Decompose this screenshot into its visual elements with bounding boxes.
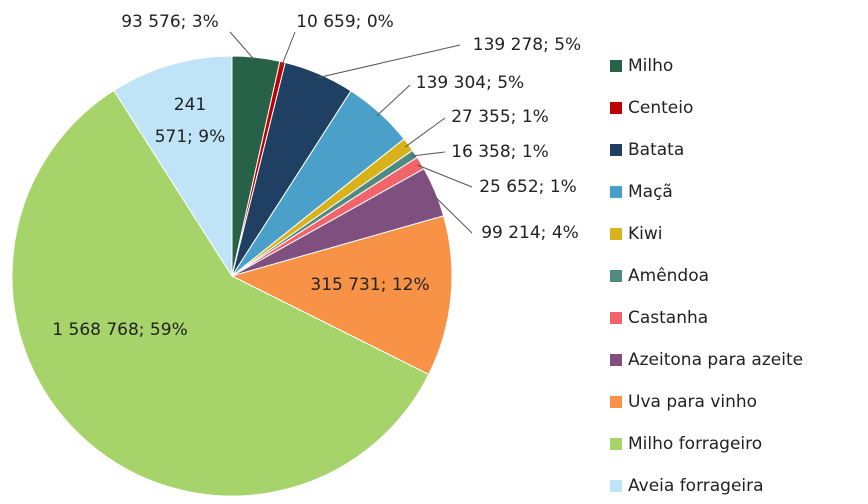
pie-slice <box>113 55 233 278</box>
leader-line <box>281 31 296 66</box>
pie-slice <box>230 215 453 376</box>
data-label: 241 571; 9% <box>155 95 226 147</box>
legend-swatch <box>610 60 622 72</box>
legend-label: Amêndoa <box>628 266 709 286</box>
data-label: 99 214; 4% <box>481 223 579 243</box>
data-label: 139 304; 5% <box>416 73 524 93</box>
legend-swatch <box>610 438 622 450</box>
legend-swatch <box>610 270 622 282</box>
data-label: 315 731; 12% <box>310 275 429 295</box>
leader-line <box>431 192 473 234</box>
leader-line <box>317 44 461 79</box>
data-label: 16 358; 1% <box>451 142 549 162</box>
leader-line <box>229 31 257 62</box>
legend-label: Milho <box>628 56 673 76</box>
legend-label: Aveia forrageira <box>628 476 764 496</box>
legend-label: Kiwi <box>628 224 663 244</box>
data-label: 1 568 768; 59% <box>52 320 187 340</box>
data-label: 25 652; 1% <box>479 177 577 197</box>
data-label: 27 355; 1% <box>451 107 549 127</box>
legend-swatch <box>610 186 622 198</box>
legend-swatch <box>610 354 622 366</box>
data-label: 10 659; 0% <box>296 12 394 32</box>
legend-swatch <box>610 312 622 324</box>
legend-swatch <box>610 480 622 492</box>
legend-label: Azeitona para azeite <box>628 350 803 370</box>
leader-line <box>417 164 473 188</box>
label-line: 571; 9% <box>155 127 226 147</box>
legend-label: Maçã <box>628 182 673 202</box>
legend-swatch <box>610 144 622 156</box>
pie-slice <box>11 89 430 497</box>
data-label: 139 278; 5% <box>473 35 581 55</box>
data-label: 93 576; 3% <box>121 12 219 32</box>
leader-line <box>411 151 446 157</box>
legend-label: Centeio <box>628 98 693 118</box>
leader-line <box>376 84 411 117</box>
legend-label: Uva para vinho <box>628 392 757 412</box>
legend-label: Castanha <box>628 308 708 328</box>
legend-swatch <box>610 228 622 240</box>
legend-swatch <box>610 102 622 114</box>
leader-line <box>404 117 446 148</box>
legend-label: Batata <box>628 140 684 160</box>
label-line: 241 <box>174 95 206 115</box>
legend-label: Milho forrageiro <box>628 434 762 454</box>
legend-swatch <box>610 396 622 408</box>
